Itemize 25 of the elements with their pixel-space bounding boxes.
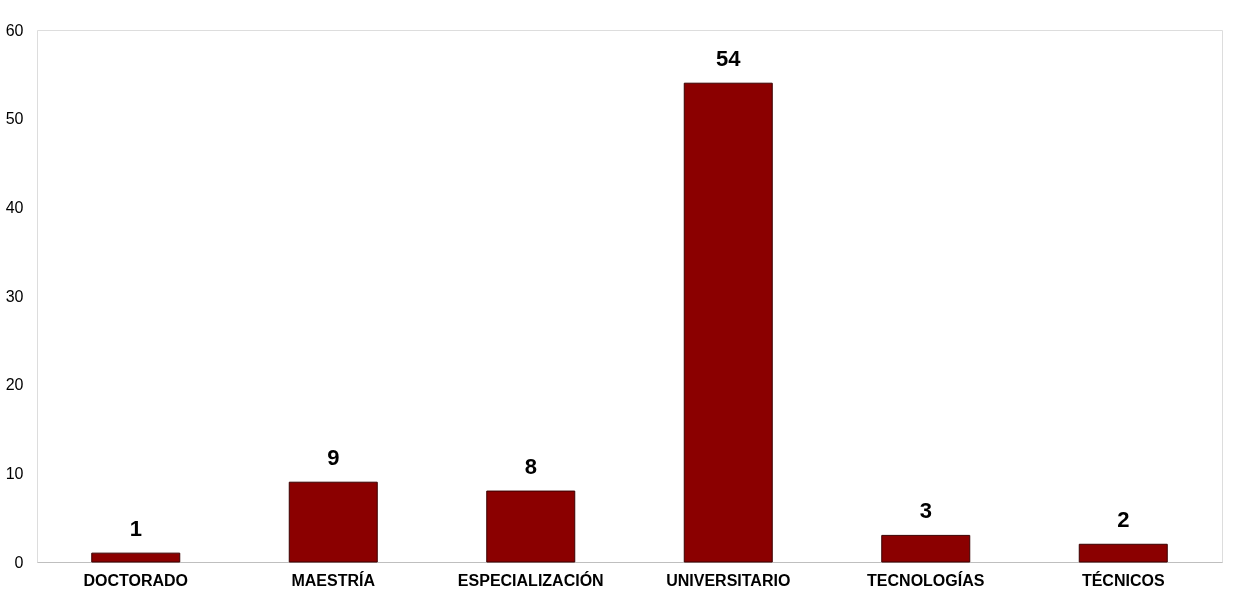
bar bbox=[683, 82, 773, 563]
y-tick-label: 20 bbox=[5, 376, 24, 394]
y-tick-label: 30 bbox=[5, 287, 24, 305]
y-tick-label: 60 bbox=[5, 21, 24, 39]
data-label: 1 bbox=[129, 516, 142, 542]
data-label: 8 bbox=[524, 454, 537, 480]
x-tick-label: TECNOLOGÍAS bbox=[867, 570, 985, 589]
x-tick-label: ESPECIALIZACIÓN bbox=[457, 570, 604, 589]
y-tick-label: 40 bbox=[5, 198, 24, 216]
bar bbox=[91, 552, 181, 563]
data-label: 2 bbox=[1117, 507, 1130, 533]
x-tick-label: TÉCNICOS bbox=[1081, 570, 1165, 589]
y-tick-label: 10 bbox=[5, 464, 24, 482]
bar bbox=[486, 490, 576, 563]
x-tick-label: UNIVERSITARIO bbox=[666, 571, 791, 589]
x-tick-label: DOCTORADO bbox=[83, 571, 189, 589]
bar bbox=[1078, 543, 1168, 563]
bar bbox=[288, 481, 378, 563]
data-label: 54 bbox=[716, 46, 742, 72]
y-tick-label: 50 bbox=[5, 110, 24, 128]
bar bbox=[881, 534, 971, 563]
data-label: 3 bbox=[919, 498, 932, 524]
data-label: 9 bbox=[327, 445, 340, 471]
x-tick-label: MAESTRÍA bbox=[291, 570, 376, 589]
y-tick-label: 0 bbox=[14, 553, 24, 571]
